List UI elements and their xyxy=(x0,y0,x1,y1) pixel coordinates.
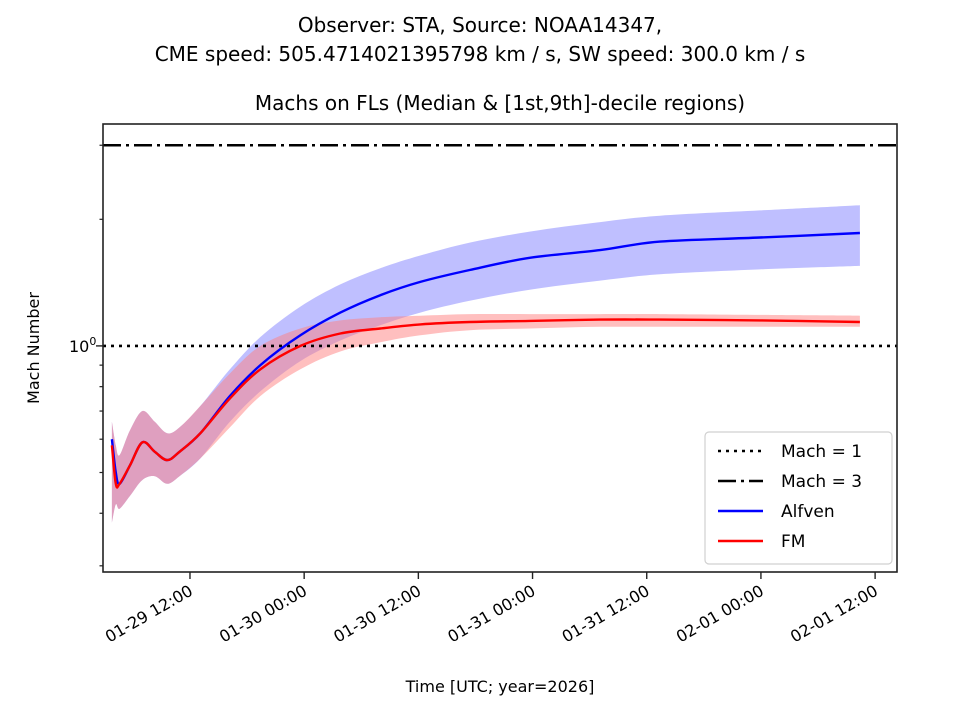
band-fm xyxy=(111,314,860,523)
legend-label: Mach = 3 xyxy=(781,472,862,492)
suptitle-line-2: CME speed: 505.4714021395798 km / s, SW … xyxy=(155,42,806,66)
legend-label: FM xyxy=(781,532,805,552)
y-axis-label: Mach Number xyxy=(24,292,43,404)
axes-frame xyxy=(102,123,898,573)
x-tick-label: 01-29 12:00 xyxy=(102,581,196,646)
legend: Mach = 1 Mach = 3 Alfven FM xyxy=(704,431,893,565)
x-tick-label: 02-01 12:00 xyxy=(787,581,881,646)
x-tick-label: 01-30 12:00 xyxy=(330,581,424,646)
plot-area xyxy=(103,143,897,523)
suptitle-line-1: Observer: STA, Source: NOAA14347, xyxy=(298,13,662,37)
x-tick-label: 02-01 00:00 xyxy=(673,581,767,646)
median-lines xyxy=(110,231,860,489)
y-tick-label: 100 xyxy=(69,335,96,356)
line-fm xyxy=(110,318,860,489)
legend-label: Alfven xyxy=(781,502,835,522)
y-axis: 100 xyxy=(69,144,103,567)
reference-lines xyxy=(103,143,897,348)
x-axis-label: Time [UTC; year=2026] xyxy=(405,677,595,696)
x-tick-label: 01-30 00:00 xyxy=(216,581,310,646)
legend-label: Mach = 1 xyxy=(781,442,862,462)
x-tick-label: 01-31 00:00 xyxy=(444,581,538,646)
y-tick-exponent: 0 xyxy=(89,335,96,348)
chart-title: Machs on FLs (Median & [1st,9th]-decile … xyxy=(255,91,745,115)
x-axis: 01-29 12:00 01-30 00:00 01-30 12:00 01-31 0… xyxy=(102,572,881,646)
x-tick-label: 01-31 12:00 xyxy=(559,581,653,646)
legend-box xyxy=(704,431,893,565)
